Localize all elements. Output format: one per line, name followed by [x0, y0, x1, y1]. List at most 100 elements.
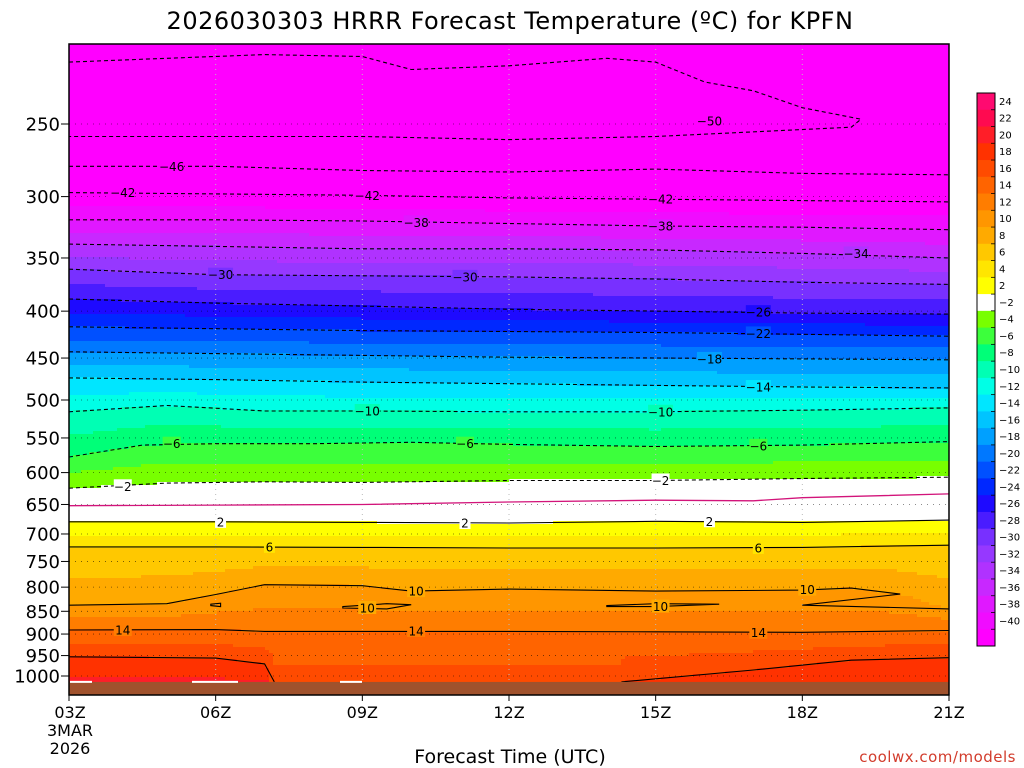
temperature-band-cell — [521, 293, 526, 309]
temperature-band-cell — [149, 485, 154, 522]
temperature-band-cell — [737, 347, 742, 360]
temperature-band-cell — [241, 428, 246, 444]
temperature-band-cell — [237, 260, 242, 276]
temperature-band-cell — [645, 446, 650, 465]
temperature-band-cell — [321, 263, 326, 276]
temperature-band-cell — [721, 212, 726, 228]
temperature-band-cell — [281, 209, 286, 222]
temperature-band-cell — [613, 224, 618, 240]
temperature-band-cell — [69, 605, 74, 618]
temperature-band-cell — [405, 569, 410, 591]
temperature-band-cell — [161, 629, 166, 645]
temperature-band-cell — [289, 329, 294, 342]
temperature-band-cell — [629, 278, 634, 297]
temperature-band-cell — [377, 536, 382, 549]
temperature-band-cell — [89, 269, 94, 285]
temperature-band-cell — [737, 281, 742, 297]
temperature-band-cell — [281, 395, 286, 411]
temperature-band-cell — [297, 428, 302, 444]
temperature-band-cell — [437, 236, 442, 249]
temperature-band-cell — [169, 425, 174, 447]
temperature-band-cell — [345, 290, 350, 306]
temperature-band-cell — [85, 257, 90, 270]
temperature-band-cell — [565, 383, 570, 399]
temperature-band-cell — [225, 329, 230, 342]
temperature-band-cell — [657, 536, 662, 549]
temperature-band-cell — [397, 344, 402, 357]
temperature-band-cell — [97, 431, 102, 453]
temperature-band-cell — [297, 380, 302, 396]
temperature-band-cell — [281, 290, 286, 306]
temperature-band-cell — [285, 584, 290, 609]
temperature-band-cell — [685, 632, 690, 657]
temperature-band-cell — [721, 239, 726, 252]
temperature-band-cell — [197, 629, 202, 645]
temperature-band-cell — [629, 359, 634, 372]
temperature-band-cell — [329, 263, 334, 276]
temperature-band-cell — [329, 290, 334, 306]
temperature-band-cell — [321, 395, 326, 411]
temperature-band-cell — [181, 221, 186, 234]
temperature-band-cell — [589, 293, 594, 312]
temperature-band-cell — [637, 323, 642, 333]
temperature-band-cell — [325, 221, 330, 237]
temperature-band-cell — [457, 356, 462, 372]
temperature-band-cell — [565, 278, 570, 294]
temperature-band-cell — [337, 209, 342, 222]
temperature-band-cell — [377, 248, 382, 264]
temperature-band-cell — [357, 536, 362, 549]
temperature-band-cell — [117, 206, 122, 222]
temperature-band-cell — [249, 275, 254, 291]
temperature-band-cell — [369, 632, 374, 666]
temperature-band-cell — [237, 662, 242, 681]
temperature-band-cell — [389, 221, 394, 237]
temperature-band-cell — [489, 398, 494, 414]
temperature-band-cell — [337, 428, 342, 444]
temperature-band-cell — [649, 311, 654, 324]
temperature-band-cell — [457, 224, 462, 237]
temperature-band-cell — [229, 206, 234, 222]
temperature-band-cell — [189, 659, 194, 678]
temperature-band-cell — [641, 590, 646, 612]
temperature-band-cell — [305, 548, 310, 567]
temperature-band-cell — [117, 428, 122, 450]
temperature-band-cell — [193, 44, 198, 207]
temperature-band-cell — [709, 359, 714, 372]
temperature-band-cell — [537, 590, 542, 612]
temperature-band-cell — [113, 272, 118, 288]
temperature-band-cell — [93, 470, 98, 489]
temperature-band-cell — [649, 611, 654, 633]
temperature-band-cell — [441, 344, 446, 357]
temperature-band-cell — [673, 590, 678, 612]
temperature-band-cell — [245, 464, 250, 483]
temperature-band-cell — [149, 536, 154, 549]
temperature-band-cell — [677, 359, 682, 372]
temperature-band-cell — [157, 482, 162, 522]
temperature-band-cell — [321, 536, 326, 549]
temperature-band-cell — [437, 293, 442, 309]
temperature-band-cell — [177, 365, 182, 381]
temperature-band-cell — [605, 464, 610, 480]
temperature-band-cell — [77, 656, 82, 678]
temperature-band-cell — [645, 44, 650, 213]
temperature-band-cell — [325, 608, 330, 633]
temperature-band-cell — [457, 665, 462, 695]
temperature-band-cell — [261, 482, 266, 522]
temperature-band-cell — [589, 521, 594, 537]
temperature-band-cell — [157, 380, 162, 393]
temperature-band-cell — [441, 383, 446, 399]
temperature-band-cell — [389, 44, 394, 210]
temperature-band-cell — [389, 275, 394, 294]
temperature-band-cell — [429, 293, 434, 309]
temperature-band-cell — [113, 314, 118, 327]
temperature-band-cell — [253, 428, 258, 444]
temperature-band-cell — [509, 212, 514, 225]
temperature-band-cell — [293, 665, 298, 695]
temperature-band-cell — [233, 368, 238, 381]
temperature-band-cell — [449, 443, 454, 465]
temperature-band-cell — [649, 548, 654, 570]
temperature-band-cell — [517, 224, 522, 237]
temperature-band-cell — [85, 377, 90, 396]
temperature-band-cell — [85, 395, 90, 411]
temperature-band-cell — [641, 311, 646, 324]
